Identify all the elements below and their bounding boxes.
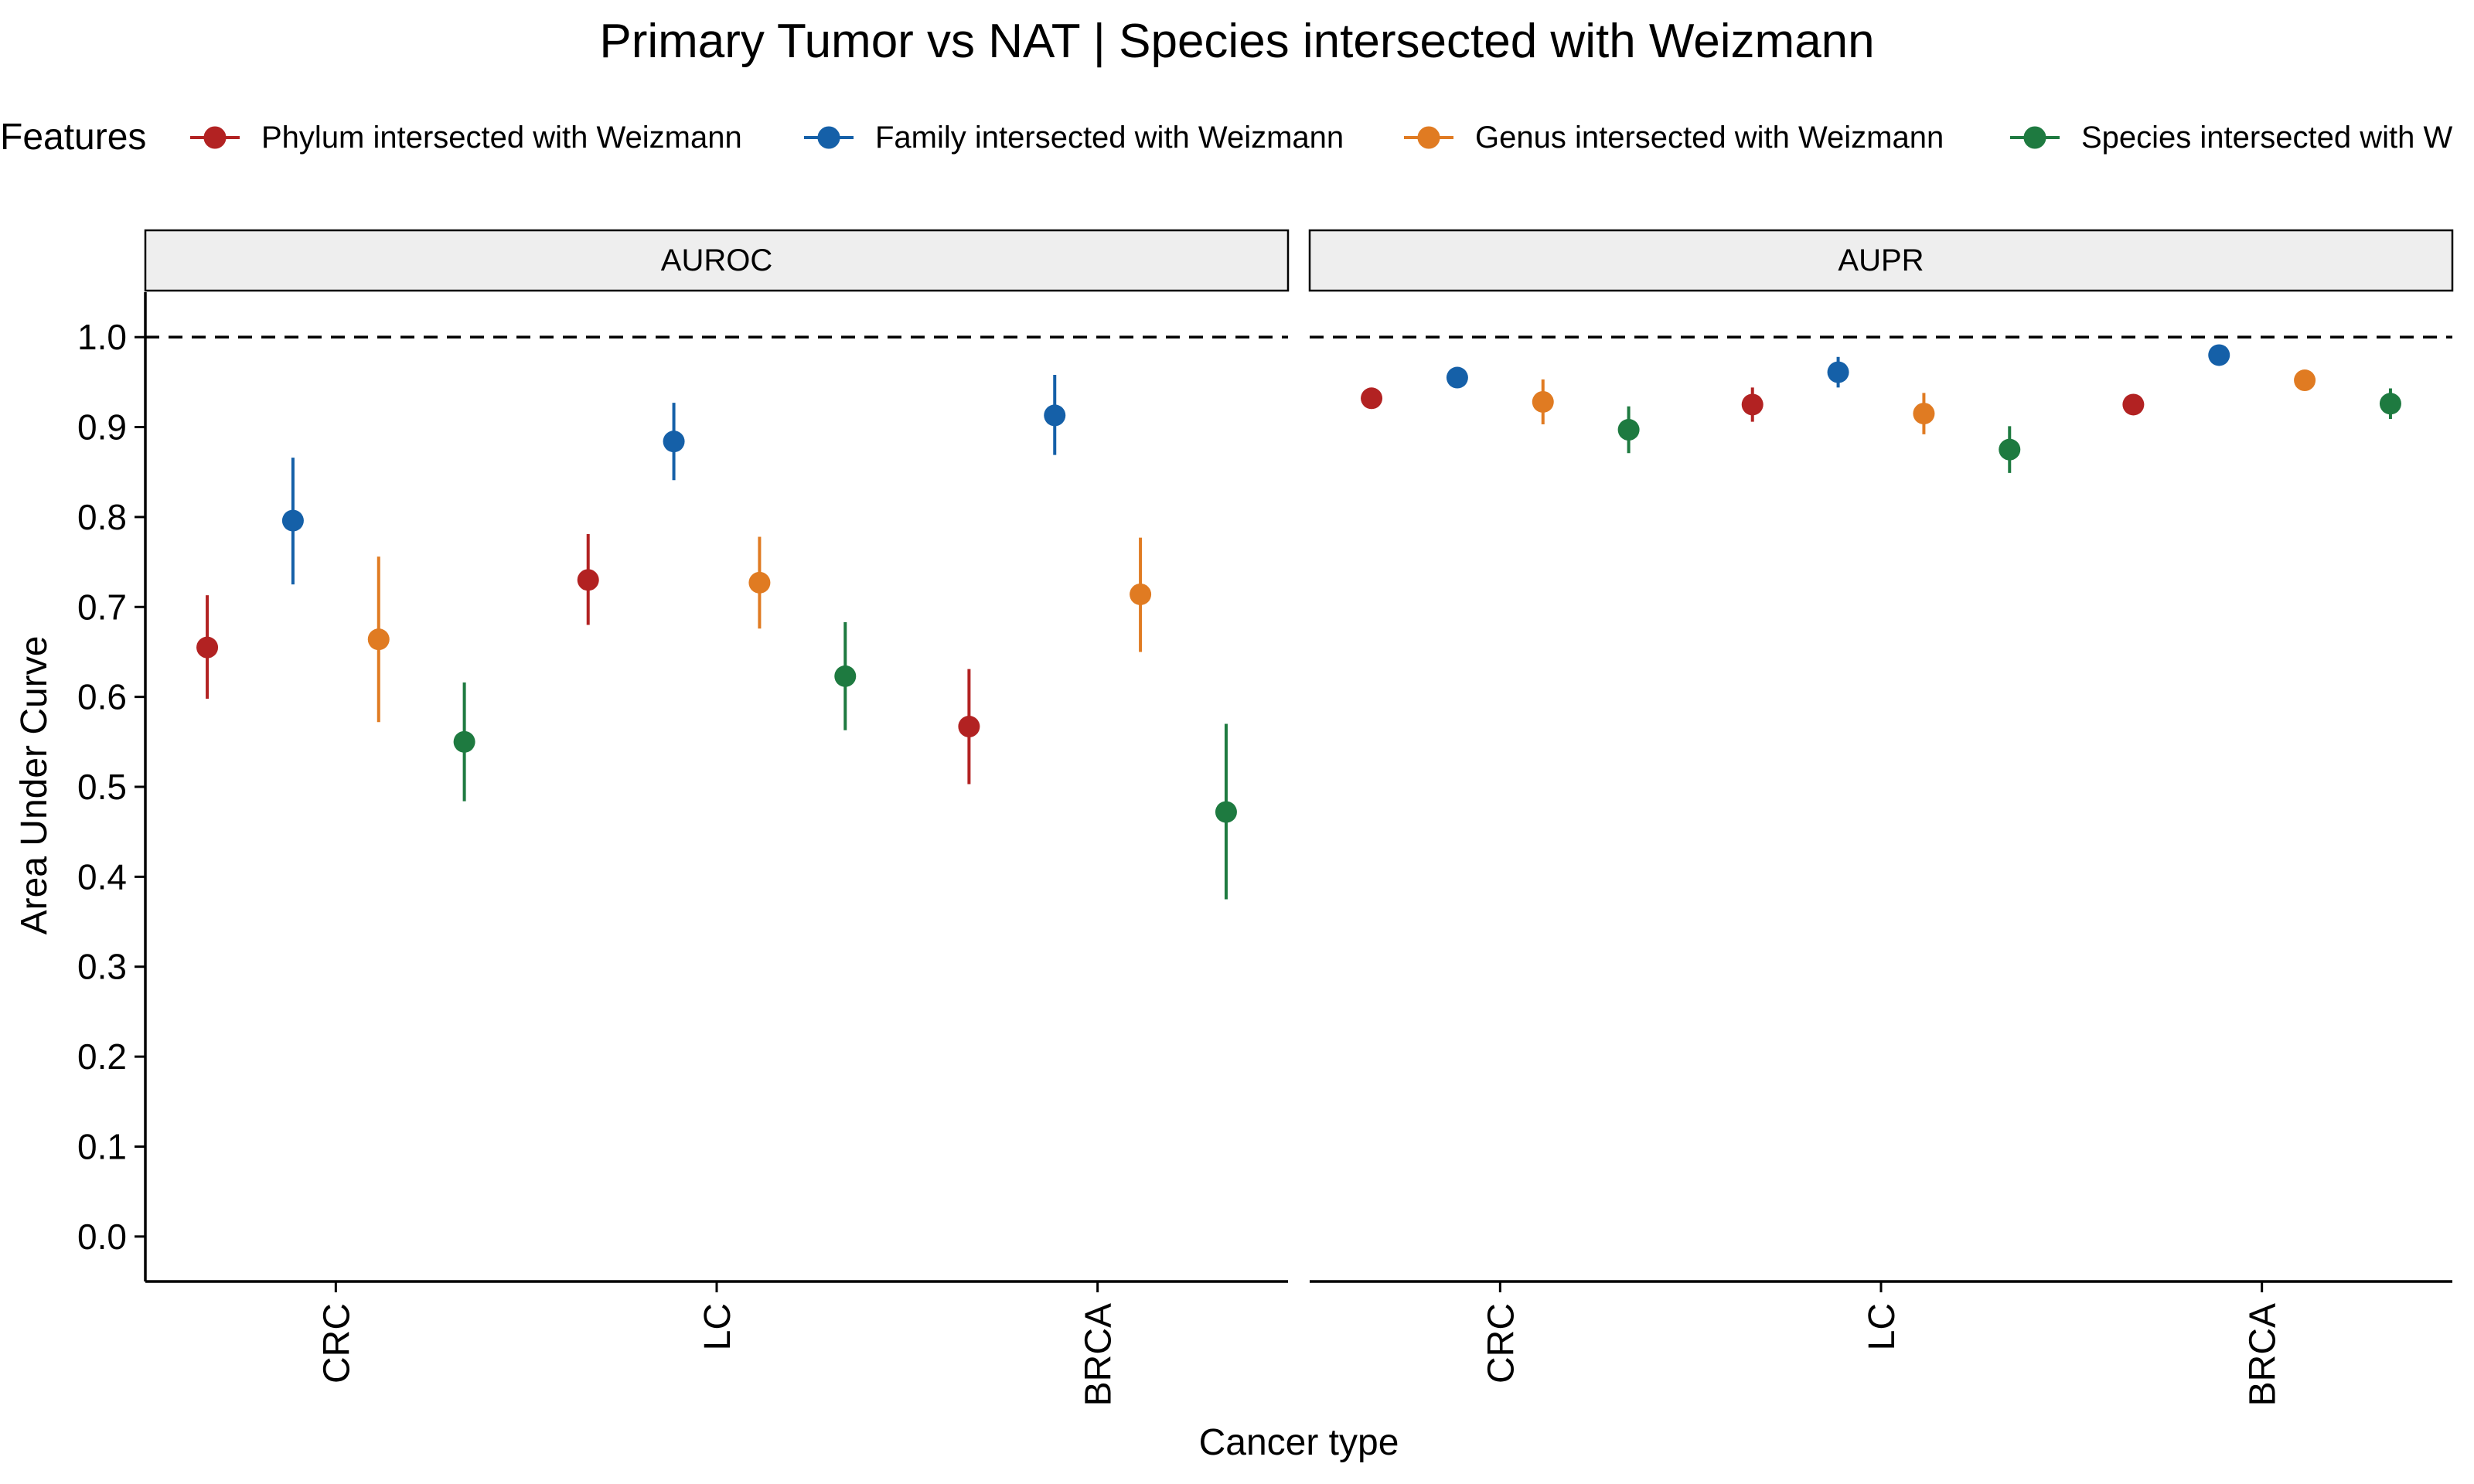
data-point-aupr-crc-s0 bbox=[1361, 387, 1383, 410]
data-point-aupr-lc-s3 bbox=[1999, 438, 2021, 461]
data-point-aupr-brca-s3 bbox=[2379, 393, 2401, 415]
data-point-aupr-brca-s2 bbox=[2294, 369, 2316, 392]
legend-key-family bbox=[804, 126, 854, 149]
data-point-auroc-lc-s3 bbox=[834, 665, 857, 687]
x-tick-label-auroc-lc: LC bbox=[697, 1303, 738, 1350]
y-tick-label-0.9: 0.9 bbox=[77, 407, 127, 448]
data-point-aupr-lc-s0 bbox=[1741, 393, 1763, 416]
x-tick-label-aupr-brca: BRCA bbox=[2243, 1303, 2284, 1406]
y-tick-label-0.6: 0.6 bbox=[77, 677, 127, 717]
legend: Features Phylum intersected with Weizman… bbox=[0, 110, 2474, 165]
data-point-aupr-brca-s1 bbox=[2208, 344, 2230, 366]
y-tick-label-0.4: 0.4 bbox=[77, 856, 127, 897]
legend-title: Features bbox=[0, 117, 147, 158]
data-point-auroc-brca-s3 bbox=[1215, 801, 1237, 823]
data-point-aupr-crc-s2 bbox=[1532, 390, 1554, 413]
x-tick-label-auroc-crc: CRC bbox=[316, 1303, 357, 1384]
data-point-auroc-crc-s2 bbox=[367, 628, 390, 651]
chart-title: Primary Tumor vs NAT | Species intersect… bbox=[599, 15, 1875, 68]
y-axis-title: Area Under Curve bbox=[14, 636, 55, 935]
data-point-auroc-brca-s0 bbox=[958, 716, 980, 738]
data-point-aupr-crc-s3 bbox=[1617, 419, 1640, 441]
data-point-aupr-lc-s1 bbox=[1827, 361, 1849, 383]
data-point-auroc-lc-s0 bbox=[577, 569, 599, 591]
data-point-auroc-lc-s2 bbox=[748, 571, 771, 594]
facet-label-auroc: AUROC bbox=[661, 243, 772, 277]
data-point-auroc-brca-s2 bbox=[1130, 583, 1152, 605]
data-point-auroc-lc-s1 bbox=[663, 431, 685, 453]
legend-key-phylum bbox=[190, 126, 240, 149]
data-point-aupr-brca-s0 bbox=[2122, 393, 2145, 416]
facet-strip-aupr bbox=[1308, 229, 2454, 292]
x-tick-label-auroc-brca: BRCA bbox=[1079, 1303, 1119, 1406]
x-axis-title: Cancer type bbox=[1199, 1422, 1399, 1463]
data-point-auroc-brca-s1 bbox=[1044, 404, 1066, 427]
data-point-aupr-crc-s1 bbox=[1446, 366, 1468, 389]
facet-strip-auroc bbox=[144, 229, 1290, 292]
facet-label-aupr: AUPR bbox=[1838, 243, 1924, 277]
y-tick-label-1.0: 1.0 bbox=[77, 317, 127, 357]
y-tick-label-0.1: 0.1 bbox=[77, 1126, 127, 1166]
y-tick-label-0.3: 0.3 bbox=[77, 947, 127, 987]
data-point-auroc-crc-s1 bbox=[281, 509, 304, 532]
y-tick-label-0.2: 0.2 bbox=[77, 1036, 127, 1077]
data-point-auroc-crc-s3 bbox=[453, 730, 475, 753]
legend-label-phylum: Phylum intersected with Weizmann bbox=[261, 121, 742, 155]
legend-key-species bbox=[2010, 126, 2060, 149]
legend-label-species: Species intersected with W bbox=[2081, 121, 2453, 155]
y-tick-label-0.7: 0.7 bbox=[77, 587, 127, 627]
data-point-aupr-lc-s2 bbox=[1913, 403, 1935, 425]
y-tick-label-0.8: 0.8 bbox=[77, 497, 127, 537]
legend-key-genus bbox=[1404, 126, 1453, 149]
x-tick-label-aupr-crc: CRC bbox=[1481, 1303, 1522, 1384]
legend-label-family: Family intersected with Weizmann bbox=[875, 121, 1344, 155]
y-tick-label-0.5: 0.5 bbox=[77, 767, 127, 807]
y-tick-label-0.0: 0.0 bbox=[77, 1217, 127, 1257]
x-tick-label-aupr-lc: LC bbox=[1862, 1303, 1903, 1350]
legend-label-genus: Genus intersected with Weizmann bbox=[1475, 121, 1944, 155]
data-point-auroc-crc-s0 bbox=[196, 636, 219, 659]
